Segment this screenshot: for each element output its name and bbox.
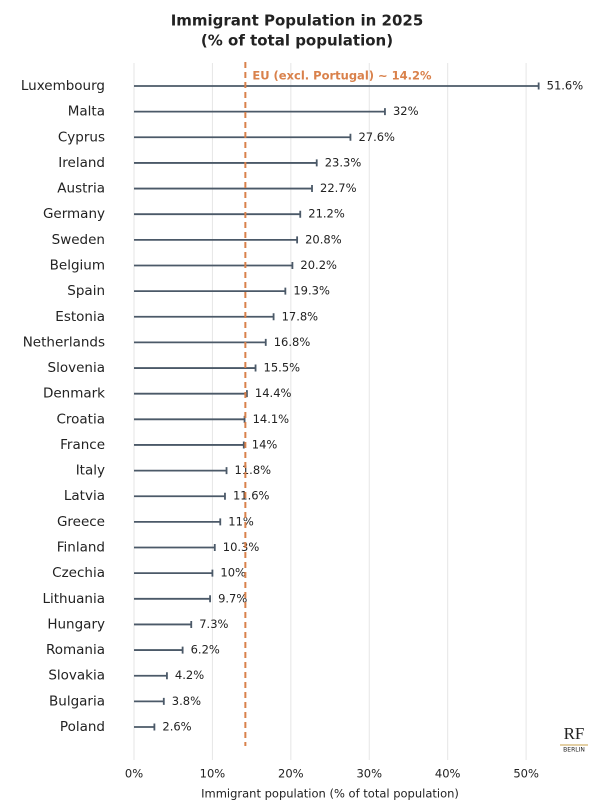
y-tick-label: Belgium: [50, 257, 105, 273]
value-label: 22.7%: [320, 181, 357, 195]
y-tick-label: Poland: [60, 719, 105, 735]
value-label: 19.3%: [293, 284, 330, 298]
bar: [134, 723, 156, 731]
x-tick-label: 50%: [513, 767, 539, 781]
value-label: 10%: [220, 566, 246, 580]
bar: [134, 415, 246, 423]
value-label: 15.5%: [264, 361, 301, 375]
y-tick-label: Cyprus: [58, 129, 105, 145]
bar: [134, 108, 386, 116]
x-tick-label: 30%: [356, 767, 382, 781]
value-label: 14.1%: [253, 412, 290, 426]
bar: [134, 467, 228, 475]
y-tick-label: Luxembourg: [21, 78, 105, 94]
value-label: 14.4%: [255, 386, 292, 400]
y-tick-label: Finland: [57, 540, 105, 556]
y-tick-label: Slovenia: [48, 360, 105, 376]
value-label: 7.3%: [199, 617, 228, 631]
x-tick-label: 20%: [278, 767, 304, 781]
value-label: 14%: [252, 437, 278, 451]
y-tick-label: France: [60, 437, 105, 453]
bar: [134, 672, 168, 680]
value-label: 11.8%: [235, 463, 272, 477]
y-tick-label: Romania: [46, 642, 105, 658]
value-label: 11.6%: [233, 489, 270, 503]
value-label: 10.3%: [223, 540, 260, 554]
bar: [134, 492, 226, 500]
y-tick-label: Italy: [76, 463, 105, 479]
value-label: 9.7%: [218, 591, 247, 605]
value-label: 2.6%: [162, 720, 191, 734]
bar: [134, 390, 248, 398]
y-tick-label: Spain: [67, 283, 105, 299]
bar: [134, 569, 214, 577]
bar: [134, 159, 318, 167]
logo-sub: BERLIN: [563, 747, 585, 754]
bar: [134, 518, 222, 526]
bar: [134, 338, 267, 346]
value-label: 17.8%: [282, 309, 319, 323]
y-tick-label: Lithuania: [42, 591, 105, 607]
logo: RF: [564, 724, 585, 743]
y-tick-label: Denmark: [43, 386, 105, 402]
value-label: 3.8%: [172, 694, 201, 708]
bar: [134, 236, 299, 244]
y-tick-label: Malta: [68, 104, 105, 120]
bar: [134, 646, 184, 654]
x-tick-label: 40%: [435, 767, 461, 781]
value-label: 32%: [393, 104, 419, 118]
y-tick-label: Hungary: [47, 616, 105, 632]
chart-title: Immigrant Population in 2025: [171, 12, 424, 30]
bar: [134, 697, 165, 705]
bar: [134, 313, 275, 321]
chart-subtitle: (% of total population): [201, 32, 393, 50]
y-tick-label: Bulgaria: [49, 693, 105, 709]
bar: [134, 185, 313, 193]
value-label: 21.2%: [308, 207, 345, 221]
bar: [134, 441, 245, 449]
x-tick-label: 10%: [200, 767, 226, 781]
value-label: 20.2%: [300, 258, 337, 272]
reference-label: EU (excl. Portugal) ~ 14.2%: [252, 69, 432, 83]
value-label: 27.6%: [358, 130, 395, 144]
value-label: 23.3%: [325, 155, 362, 169]
value-label: 51.6%: [547, 79, 584, 93]
y-tick-label: Austria: [57, 181, 105, 197]
value-label: 16.8%: [274, 335, 311, 349]
y-tick-label: Czechia: [52, 565, 105, 581]
bar: [134, 595, 211, 603]
y-tick-label: Latvia: [64, 488, 105, 504]
value-label: 6.2%: [191, 643, 220, 657]
bar: [134, 544, 216, 552]
y-tick-label: Ireland: [58, 155, 105, 171]
x-axis-title: Immigrant population (% of total populat…: [201, 787, 459, 801]
y-tick-label: Germany: [43, 206, 105, 222]
bar: [134, 210, 302, 218]
y-tick-label: Estonia: [55, 309, 105, 325]
value-label: 11%: [228, 514, 254, 528]
y-tick-label: Slovakia: [48, 668, 105, 684]
bar: [134, 261, 294, 269]
x-tick-label: 0%: [125, 767, 143, 781]
y-tick-label: Netherlands: [23, 334, 105, 350]
y-tick-label: Greece: [57, 514, 105, 530]
bar: [134, 620, 193, 628]
bar: [134, 133, 352, 141]
bar: [134, 364, 257, 372]
value-label: 20.8%: [305, 232, 342, 246]
value-label: 4.2%: [175, 668, 204, 682]
y-tick-label: Sweden: [52, 232, 105, 248]
y-tick-label: Croatia: [56, 411, 105, 427]
bar: [134, 287, 287, 295]
bar: [134, 82, 540, 90]
